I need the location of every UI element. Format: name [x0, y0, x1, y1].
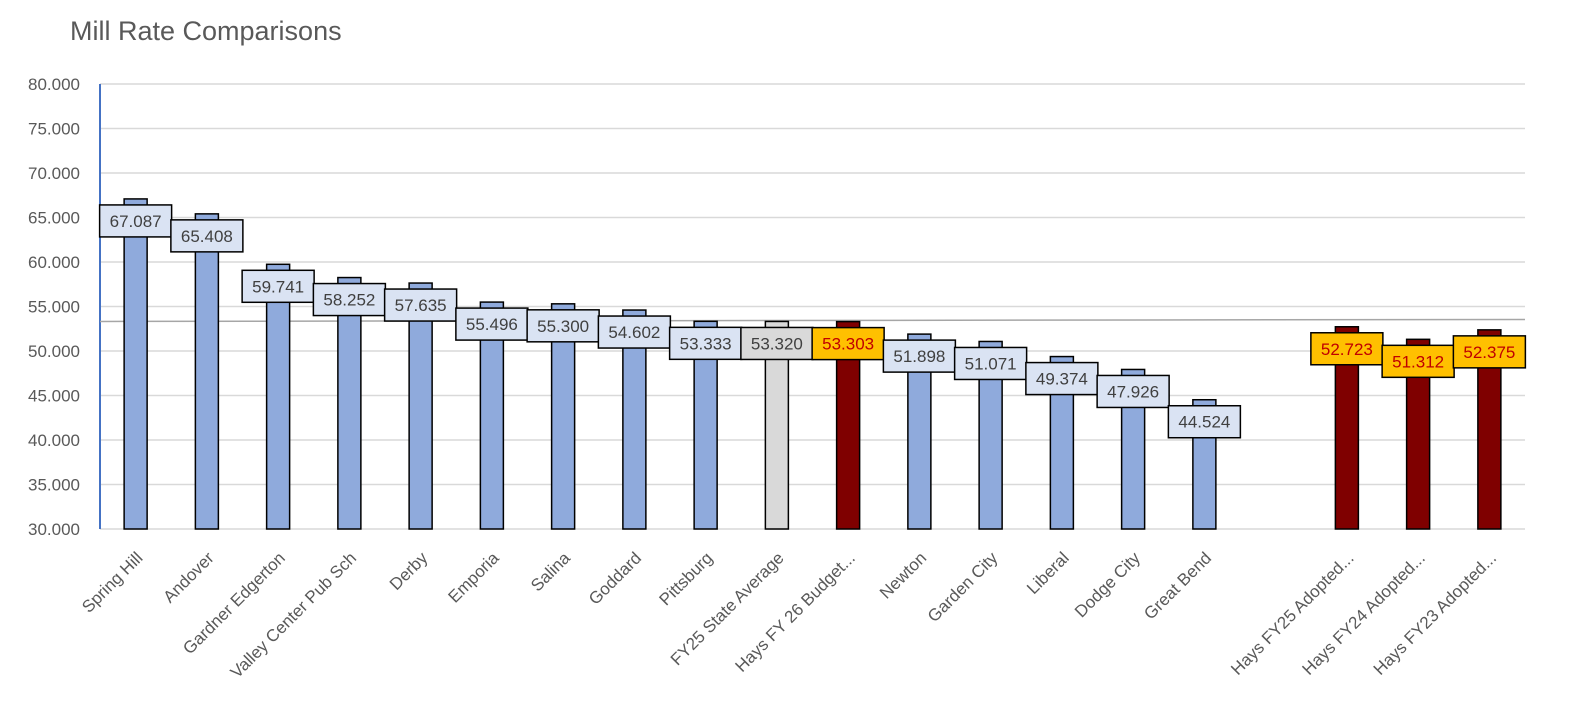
x-tick-label: Hays FY25 Adopted... — [1227, 548, 1357, 678]
x-tick-label: Valley Center Pub Sch — [227, 548, 360, 681]
y-tick-label: 50.000 — [28, 342, 80, 361]
y-tick-label: 80.000 — [28, 75, 80, 94]
y-tick-label: 75.000 — [28, 120, 80, 139]
reference-line — [99, 318, 1526, 323]
data-label: 51.898 — [893, 347, 945, 366]
bar — [1334, 326, 1360, 530]
data-label-box — [882, 339, 957, 373]
bar — [550, 303, 576, 530]
x-tick-label: Dodge City — [1071, 548, 1144, 621]
bar — [337, 276, 362, 530]
bar — [1120, 368, 1146, 530]
data-label-box — [1452, 335, 1527, 369]
bar — [479, 301, 505, 530]
data-label-box — [312, 282, 387, 317]
data-label: 51.312 — [1392, 352, 1444, 371]
x-tick-label: Goddard — [585, 548, 645, 608]
y-tick-label: 35.000 — [28, 476, 80, 495]
chart-title: Mill Rate Comparisons — [70, 16, 342, 46]
data-label-box — [170, 219, 244, 253]
data-label: 52.375 — [1463, 343, 1515, 362]
bar — [265, 263, 291, 530]
data-label: 51.071 — [965, 354, 1017, 373]
bar — [764, 320, 790, 530]
data-label: 67.087 — [110, 212, 162, 231]
data-label: 65.408 — [181, 227, 233, 246]
data-label: 53.333 — [680, 334, 732, 353]
bar — [835, 320, 861, 530]
y-tick-label: 60.000 — [28, 253, 80, 272]
data-label: 47.926 — [1107, 382, 1159, 401]
data-label: 59.741 — [252, 277, 304, 296]
x-tick-label: Garden City — [924, 548, 1002, 626]
bar — [978, 340, 1003, 530]
x-tick-label: Hays FY23 Adopted... — [1370, 548, 1500, 678]
x-tick-label: Pittsburg — [656, 548, 717, 609]
x-tick-label: Andover — [159, 548, 217, 606]
bar — [1405, 338, 1431, 530]
x-tick-label: Hays FY24 Adopted... — [1299, 548, 1429, 678]
bar — [194, 213, 220, 530]
bar — [693, 320, 718, 530]
y-tick-label: 55.000 — [28, 298, 80, 317]
bar — [1049, 355, 1075, 530]
data-label: 44.524 — [1178, 413, 1230, 432]
data-label: 53.320 — [751, 334, 803, 353]
bar — [1477, 329, 1502, 530]
data-label: 58.252 — [323, 291, 375, 310]
data-label-box — [740, 326, 814, 361]
data-label-box — [1167, 404, 1242, 439]
bar — [408, 282, 433, 530]
bar — [907, 333, 932, 530]
x-tick-label: Salina — [527, 548, 574, 595]
data-label-box — [1025, 361, 1099, 396]
x-tick-label: Newton — [876, 548, 930, 602]
x-tick-label: Great Bend — [1140, 548, 1215, 623]
data-label-box — [241, 269, 315, 304]
data-label-box — [455, 307, 529, 341]
data-label: 49.374 — [1036, 370, 1088, 389]
data-label: 53.303 — [822, 335, 874, 354]
data-label: 52.723 — [1321, 340, 1373, 359]
y-tick-label: 65.000 — [28, 209, 80, 228]
data-label: 55.300 — [537, 317, 589, 336]
bar — [123, 198, 148, 530]
x-tick-label: Spring Hill — [78, 548, 146, 616]
data-label-box — [526, 309, 600, 343]
x-tick-label: Hays FY 26 Budget... — [731, 548, 858, 675]
data-label: 54.602 — [608, 323, 660, 342]
x-tick-label: Emporia — [444, 548, 503, 607]
y-tick-label: 70.000 — [28, 164, 80, 183]
y-tick-label: 45.000 — [28, 387, 80, 406]
data-label: 57.635 — [395, 296, 447, 315]
y-tick-label: 30.000 — [28, 520, 80, 539]
bar — [622, 309, 647, 530]
data-label-box — [668, 326, 743, 361]
y-tick-label: 40.000 — [28, 431, 80, 450]
x-tick-label: Derby — [386, 548, 432, 594]
data-label-box — [953, 346, 1028, 381]
data-label-box — [383, 288, 458, 322]
data-label: 55.496 — [466, 315, 518, 334]
data-label-box — [1096, 374, 1170, 409]
x-tick-label: Liberal — [1023, 548, 1073, 598]
